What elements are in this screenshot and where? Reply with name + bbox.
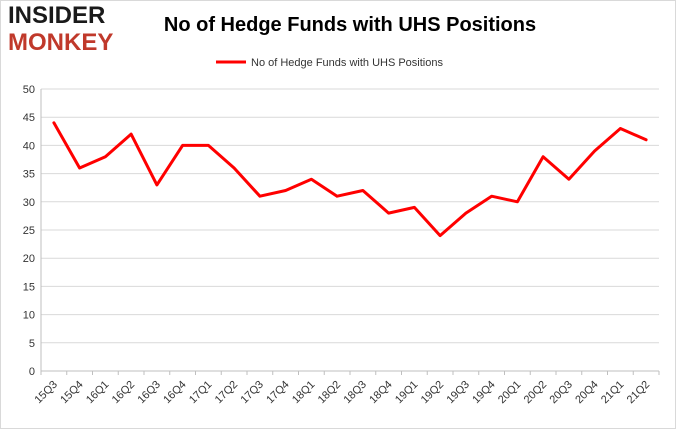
x-tick-label: 18Q3 (341, 379, 369, 407)
data-point (207, 144, 210, 147)
x-tick-label: 20Q2 (522, 379, 550, 407)
data-point (284, 189, 287, 192)
x-tick-label: 21Q2 (625, 379, 653, 407)
chart-title: No of Hedge Funds with UHS Positions (163, 14, 537, 36)
logo-line-1: INSIDER (8, 2, 106, 29)
x-tick-label: 15Q3 (32, 379, 60, 407)
data-point (593, 149, 596, 153)
data-point (335, 194, 339, 198)
x-tick-label: 17Q4 (264, 379, 292, 407)
series-line-0 (52, 121, 648, 238)
data-point (258, 194, 262, 198)
y-tick-label: 45 (23, 112, 35, 124)
x-tick-label: 19Q3 (444, 379, 472, 407)
data-point (232, 166, 236, 170)
data-point (78, 166, 81, 170)
y-tick-label: 10 (23, 310, 35, 322)
y-tick-label: 50 (23, 84, 35, 96)
x-tick-label: 19Q1 (393, 379, 421, 407)
x-tick-label: 18Q2 (316, 379, 344, 407)
x-tick-label: 16Q1 (84, 379, 112, 407)
data-point (438, 234, 442, 237)
x-tick-label: 15Q4 (58, 379, 86, 407)
x-tick-label: 17Q3 (238, 379, 266, 407)
data-point (644, 138, 648, 141)
data-point (413, 206, 416, 209)
x-tick-label: 16Q4 (161, 379, 189, 407)
data-point (129, 132, 133, 136)
y-tick-label: 5 (29, 338, 35, 350)
x-tick-label: 17Q1 (187, 379, 215, 407)
x-tick-label: 16Q3 (135, 379, 163, 407)
data-point (567, 178, 571, 181)
data-point (387, 211, 390, 215)
x-tick-label: 19Q2 (419, 379, 447, 407)
x-tick-label: 18Q4 (367, 379, 395, 407)
x-tick-label: 17Q2 (213, 379, 241, 407)
data-point (310, 178, 313, 181)
y-tick-label: 40 (23, 140, 35, 152)
data-point (516, 200, 519, 203)
data-point (361, 189, 365, 192)
data-point (464, 211, 468, 215)
legend-label: No of Hedge Funds with UHS Positions (251, 57, 443, 69)
y-tick-label: 25 (23, 225, 35, 237)
data-point (619, 127, 622, 130)
data-point (104, 155, 107, 158)
data-point (490, 194, 493, 198)
x-tick-label: 20Q4 (573, 379, 601, 407)
x-tick-label: 20Q3 (547, 379, 575, 407)
y-tick-label: 0 (29, 366, 35, 378)
x-tick-label: 18Q1 (290, 379, 318, 407)
insider-monkey-logo: INSIDER MONKEY (8, 4, 128, 55)
y-tick-label: 35 (23, 169, 35, 181)
data-point (155, 183, 159, 187)
x-tick-label: 16Q2 (110, 379, 138, 407)
y-tick-label: 30 (23, 197, 35, 209)
y-tick-label: 15 (23, 281, 35, 293)
data-point (52, 121, 56, 125)
logo-line-2: MONKEY (8, 29, 114, 56)
data-point (541, 155, 545, 158)
x-tick-label: 20Q1 (496, 379, 524, 407)
x-tick-label: 21Q1 (599, 379, 627, 407)
y-tick-label: 20 (23, 253, 35, 265)
data-point (181, 144, 184, 147)
x-tick-label: 19Q4 (470, 379, 498, 407)
